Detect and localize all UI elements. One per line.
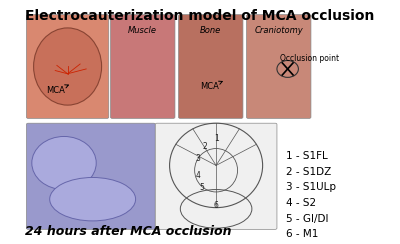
Text: 3 - S1ULp: 3 - S1ULp — [286, 182, 336, 192]
Text: 6: 6 — [214, 201, 218, 210]
Text: 1: 1 — [214, 134, 218, 143]
Text: 6 - M1: 6 - M1 — [286, 229, 318, 239]
Ellipse shape — [50, 177, 136, 221]
Text: 1 - S1FL: 1 - S1FL — [286, 151, 328, 161]
Text: Occlusion point: Occlusion point — [280, 54, 339, 63]
Text: MCA: MCA — [46, 85, 68, 95]
Text: 4: 4 — [196, 171, 201, 180]
Text: 24 hours after MCA occlusion: 24 hours after MCA occlusion — [25, 225, 232, 238]
Text: 4 - S2: 4 - S2 — [286, 198, 316, 208]
Text: Electrocauterization model of MCA occlusion: Electrocauterization model of MCA occlus… — [25, 9, 375, 23]
Text: 2 - S1DZ: 2 - S1DZ — [286, 167, 331, 177]
Text: 2: 2 — [203, 142, 208, 151]
Ellipse shape — [34, 28, 102, 105]
Text: Craniotomy: Craniotomy — [254, 26, 303, 34]
Text: 5: 5 — [199, 183, 204, 192]
Text: MCA: MCA — [200, 81, 222, 92]
FancyBboxPatch shape — [155, 123, 277, 229]
FancyBboxPatch shape — [178, 15, 243, 118]
FancyBboxPatch shape — [246, 15, 311, 118]
Text: 3: 3 — [196, 154, 201, 163]
FancyBboxPatch shape — [110, 15, 175, 118]
Text: Muscle: Muscle — [128, 26, 157, 34]
Text: 5 - GI/DI: 5 - GI/DI — [286, 214, 328, 224]
Ellipse shape — [32, 136, 96, 190]
Text: Bone: Bone — [200, 26, 221, 34]
FancyBboxPatch shape — [26, 123, 155, 229]
FancyBboxPatch shape — [26, 15, 109, 118]
